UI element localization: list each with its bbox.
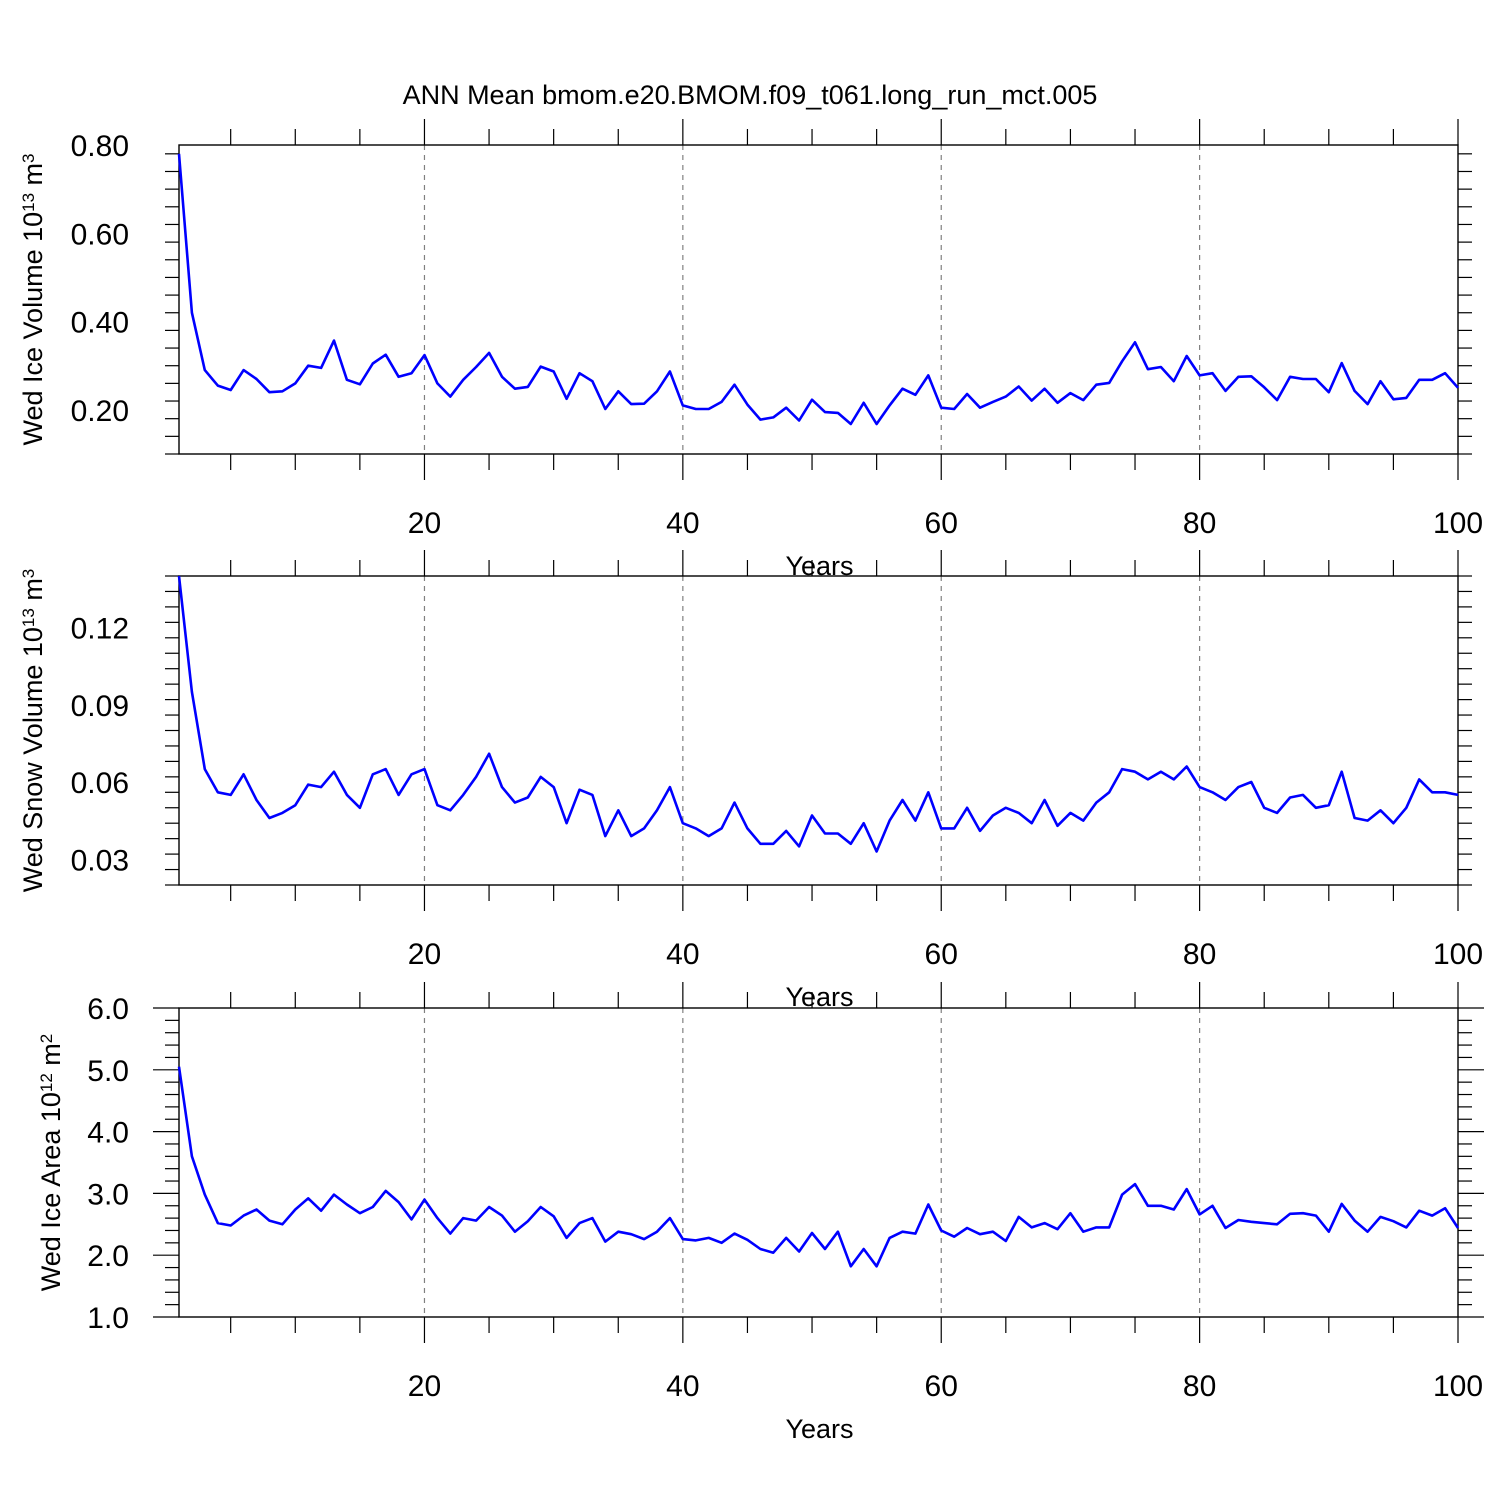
panel-3-y-axis-label-ylabel-unit: m [36, 1043, 66, 1073]
panel-1-x-tick-label: 20 [408, 507, 441, 540]
panel-3-x-tick-label: 40 [666, 1370, 699, 1403]
panel-3-y-tick-label: 1.0 [87, 1302, 129, 1335]
panel-3-x-tick-label: 80 [1183, 1370, 1216, 1403]
panel-2-x-tick-label: 40 [666, 938, 699, 971]
panel-3-x-axis-label: Years [785, 1414, 853, 1444]
panel-2-y-tick-label: 0.06 [71, 767, 129, 800]
panel-2-y-tick-label: 0.12 [71, 613, 129, 646]
panel-2-x-axis-label: Years [785, 982, 853, 1012]
panel-2-y-axis-label-ylabel-exp: 13 [19, 608, 38, 627]
panel-2-y-tick-label: 0.03 [71, 844, 129, 877]
panel-1-x-tick-label: 60 [925, 507, 958, 540]
panel-2-frame [178, 575, 1459, 886]
panel-1-series-line [177, 153, 1459, 426]
panel-3-y-axis-label-ylabel-exp: 12 [37, 1073, 56, 1092]
panel-1-y-tick-label: 0.60 [71, 218, 129, 251]
panel-3-series-line [177, 1066, 1460, 1268]
panel-3-y-tick-label: 4.0 [87, 1117, 129, 1150]
chart-title: ANN Mean bmom.e20.BMOM.f09_t061.long_run… [402, 80, 1098, 110]
panel-1-frame [178, 144, 1459, 455]
panel-3-x-tick-label: 60 [925, 1370, 958, 1403]
panel-2-x-tick-label: 80 [1183, 938, 1216, 971]
panel-2-series-line [177, 575, 1459, 853]
panel-3-y-axis-label-ylabel-unit-exp: 2 [37, 1034, 56, 1043]
panel-1-y-axis-label: Wed Ice Volume 1013 m3 [18, 153, 48, 445]
panel-2-y-tick-label: 0.09 [71, 690, 129, 723]
panel-1-y-tick-label: 0.40 [71, 307, 129, 340]
panel-2-y-axis-label-ylabel: Wed Snow Volume 10 [18, 627, 48, 892]
panel-1-y-tick-label: 0.80 [71, 130, 129, 163]
panel-3-y-axis-label-ylabel: Wed Ice Area 10 [36, 1092, 66, 1291]
panel-3-x-tick-label: 20 [408, 1370, 441, 1403]
panel-2-x-tick-label: 60 [925, 938, 958, 971]
panel-1-x-tick-label: 100 [1433, 507, 1483, 540]
panel-3-frame [178, 1007, 1459, 1318]
panel-1-y-axis-label-ylabel-unit-exp: 3 [19, 153, 38, 162]
panel-1-y-axis-label-ylabel: Wed Ice Volume 10 [18, 212, 48, 446]
panel-3-x-tick-label: 100 [1433, 1370, 1483, 1403]
panel-1-y-axis-label-ylabel-exp: 13 [19, 193, 38, 212]
panel-3-y-tick-label: 2.0 [87, 1240, 129, 1273]
panel-3-y-axis-label: Wed Ice Area 1012 m2 [36, 1034, 66, 1292]
panel-3-y-tick-label: 5.0 [87, 1055, 129, 1088]
panel-2-y-axis-label: Wed Snow Volume 1013 m3 [18, 569, 48, 893]
panel-3-y-tick-label: 6.0 [87, 993, 129, 1026]
panel-3-y-tick-label: 3.0 [87, 1178, 129, 1211]
panel-1-y-axis-label-ylabel-unit: m [18, 163, 48, 193]
panel-1-x-tick-label: 80 [1183, 507, 1216, 540]
panel-1-y-tick-label: 0.20 [71, 395, 129, 428]
panel-2-x-tick-label: 100 [1433, 938, 1483, 971]
panel-2-y-axis-label-ylabel-unit-exp: 3 [19, 569, 38, 578]
panel-1-x-tick-label: 40 [666, 507, 699, 540]
panel-2-x-tick-label: 20 [408, 938, 441, 971]
panel-2-y-axis-label-ylabel-unit: m [18, 578, 48, 608]
